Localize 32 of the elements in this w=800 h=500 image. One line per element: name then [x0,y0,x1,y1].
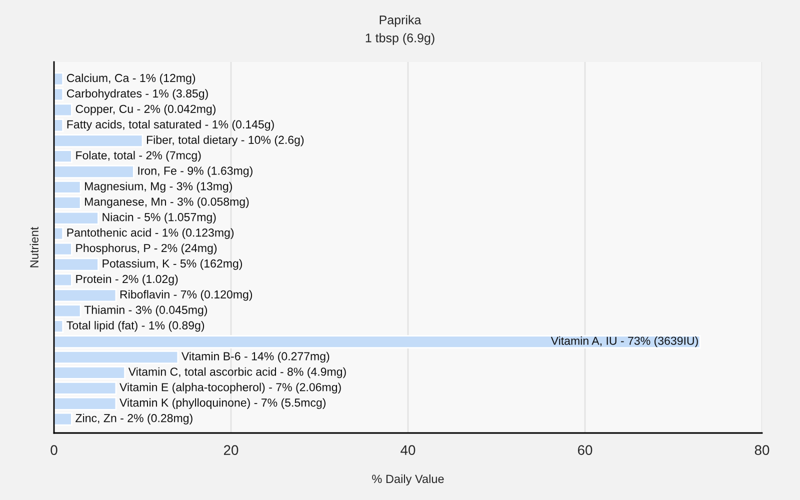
y-tick-label: Fatty acids, total saturated - 1% (0.145g) [67,120,274,131]
y-tick-label: Vitamin A, IU - 73% (3639IU) [550,336,698,348]
y-tick-label: Manganese, Mn - 3% (0.058mg) [85,197,249,208]
y-tick-label: Zinc, Zn - 2% (0.28mg) [76,414,192,424]
y-tick-label: Thiamin - 3% (0.045mg) [84,306,208,316]
x-tick-label: 0 [50,445,58,456]
y-tick-label: Vitamin E (alpha-tocopherol) - 7% (2.06mg) [120,382,341,394]
x-axis-title: % Daily Value [372,474,444,486]
x-tick-label: 80 [754,445,770,456]
x-tick-label: 60 [578,445,592,456]
y-tick-label: Vitamin C, total ascorbic acid - 8% (4.9mg) [128,367,346,378]
y-tick-label: Protein - 2% (1.02g) [76,274,178,286]
y-tick-label: Vitamin B-6 - 14% (0.277mg) [181,352,330,363]
y-tick-label: Niacin - 5% (1.057mg) [102,212,216,224]
chart-title: Paprika [380,15,422,27]
y-tick-label: Potassium, K - 5% (162mg) [102,259,242,270]
y-tick-label: Folate, total - 2% (7mcg) [76,150,201,162]
y-tick-label: Iron, Fe - 9% (1.63mg) [138,166,252,178]
y-tick-label: Pantothenic acid - 1% (0.123mg) [67,228,234,239]
y-tick-label: Total lipid (fat) - 1% (0.89g) [66,320,204,332]
y-axis-title: Nutrient [30,226,38,268]
y-tick-label: Riboflavin - 7% (0.120mg) [120,290,252,301]
y-tick-label: Calcium, Ca - 1% (12mg) [66,74,196,84]
y-tick-label: Copper, Cu - 2% (0.042mg) [76,104,216,116]
x-tick-label: 20 [224,445,238,456]
x-tick-label: 40 [400,445,416,456]
y-tick-label: Vitamin K (phylloquinone) - 7% (5.5mcg) [120,398,326,409]
chart-subtitle: 1 tbsp (6.9g) [366,33,434,45]
y-tick-label: Fiber, total dietary - 10% (2.6g) [146,135,304,146]
y-tick-label: Magnesium, Mg - 3% (13mg) [85,182,232,193]
y-tick-label: Carbohydrates - 1% (3.85g) [66,89,208,100]
y-tick-label: Phosphorus, P - 2% (24mg) [76,244,217,254]
